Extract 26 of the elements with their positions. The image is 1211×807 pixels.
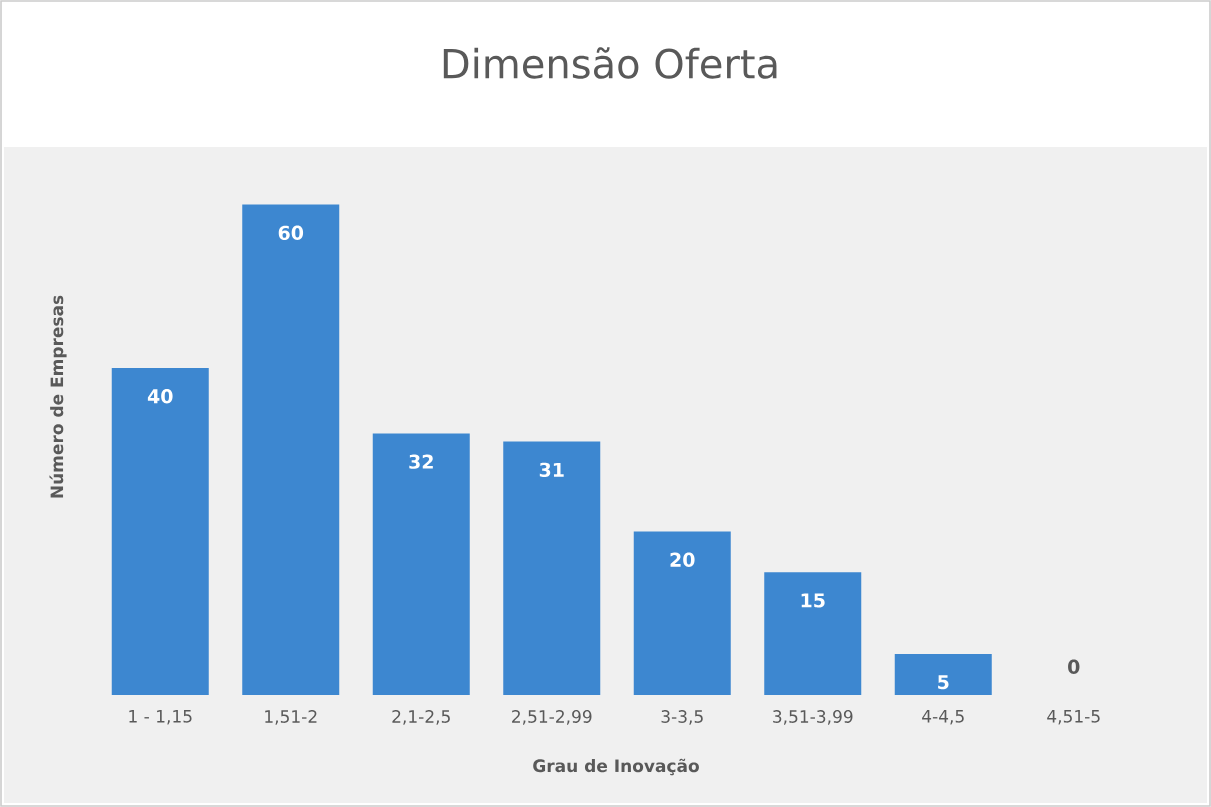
data-label: 0 [1068,659,1080,674]
bar [503,441,601,695]
bar [372,433,470,695]
x-tick-label: 2,1-2,5 [392,710,450,725]
bar [111,368,209,695]
y-axis-title: Número de Empresas [49,295,67,498]
data-label: 20 [670,552,695,567]
data-label: 32 [409,454,433,469]
x-tick-label: 4-4,5 [922,710,964,725]
bar [764,572,862,695]
x-axis-title: Grau de Inovação [533,758,699,776]
bar [633,531,731,695]
data-label: 5 [938,675,949,690]
data-label: 15 [801,593,825,608]
x-tick-label: 2,51-2,99 [512,710,592,725]
data-label: 60 [278,225,304,240]
chart-title: Dimensão Oferta [443,47,777,79]
x-tick-label: 1 - 1,15 [129,710,192,725]
x-tick-label: 1,51-2 [265,710,317,725]
bar [894,654,992,695]
x-tick-label: 3,51-3,99 [773,710,853,725]
x-tick-label: 4,51-5 [1047,710,1100,725]
bar [242,204,340,695]
x-tick-label: 3-3,5 [661,710,703,725]
data-label: 31 [539,462,564,478]
data-label: 40 [147,389,173,404]
